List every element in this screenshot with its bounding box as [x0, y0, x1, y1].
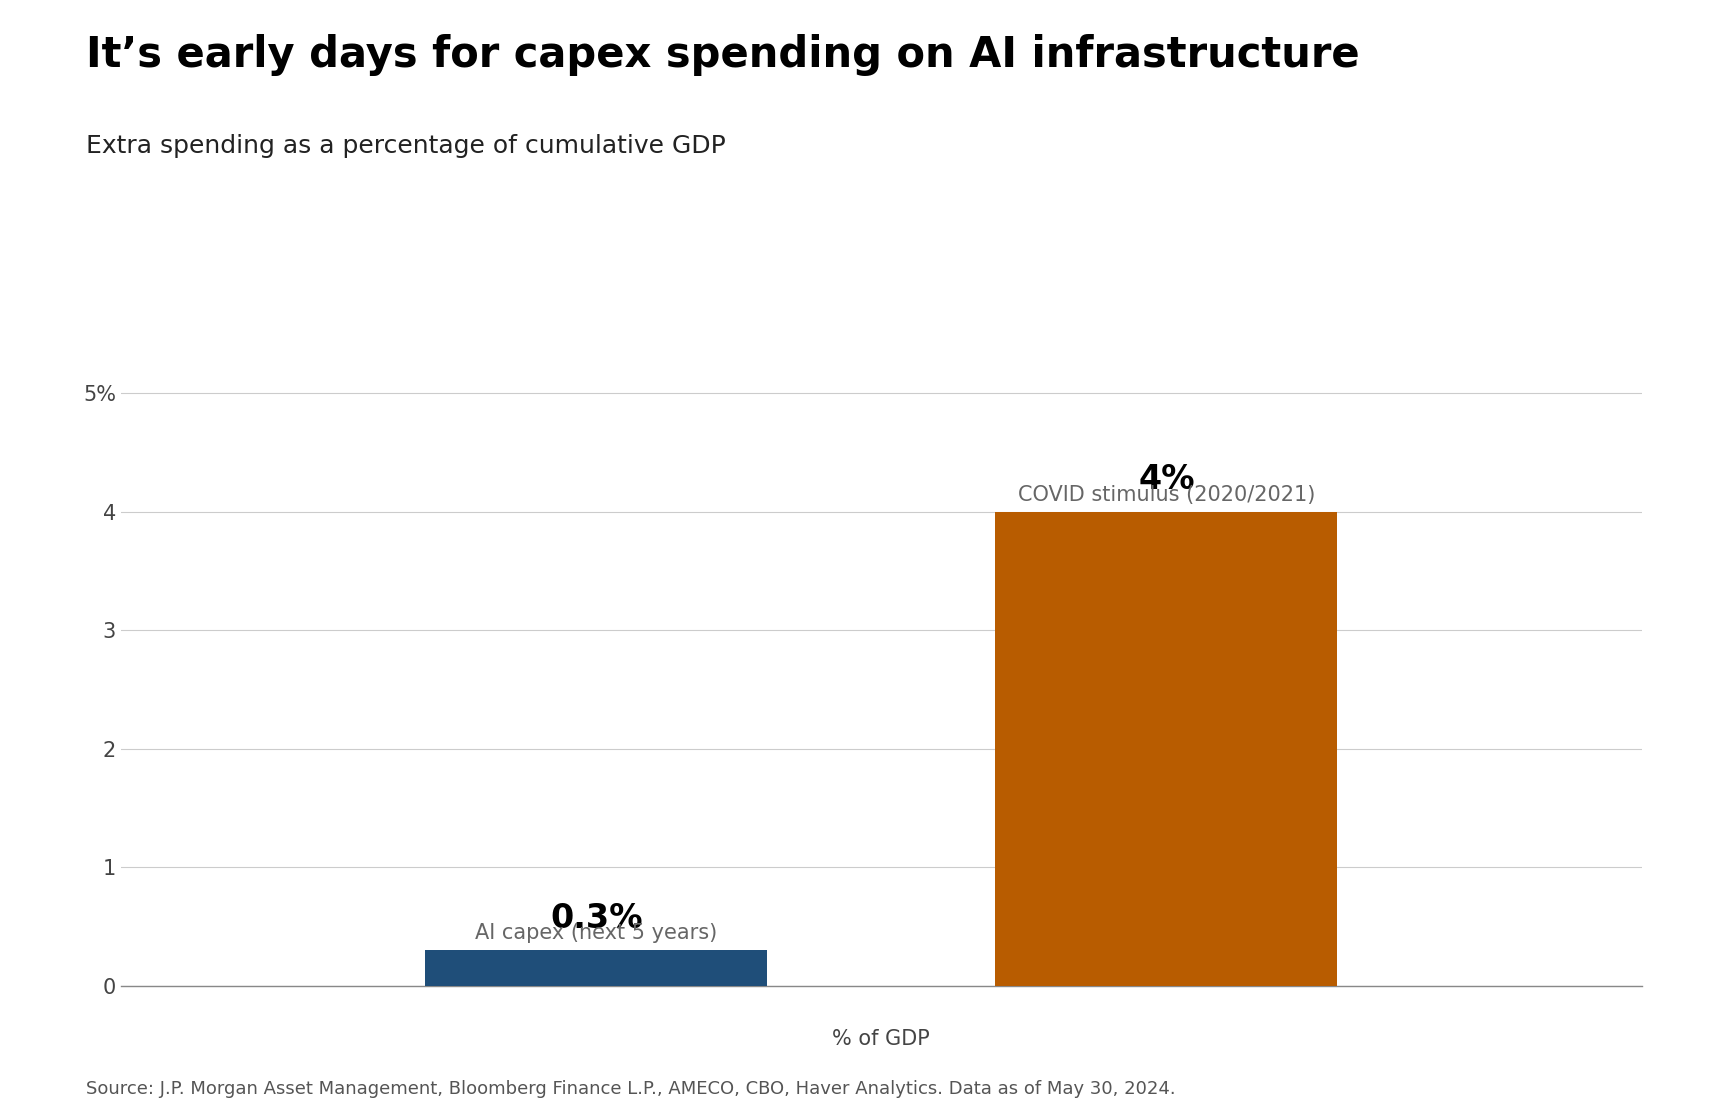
Text: AI capex (next 5 years): AI capex (next 5 years): [475, 923, 717, 943]
Text: % of GDP: % of GDP: [833, 1028, 930, 1048]
Bar: [995, 512, 1337, 986]
Text: Extra spending as a percentage of cumulative GDP: Extra spending as a percentage of cumula…: [86, 134, 726, 158]
Text: COVID stimulus (2020/2021): COVID stimulus (2020/2021): [1018, 485, 1315, 505]
Text: It’s early days for capex spending on AI infrastructure: It’s early days for capex spending on AI…: [86, 34, 1360, 76]
Text: Source: J.P. Morgan Asset Management, Bloomberg Finance L.P., AMECO, CBO, Haver : Source: J.P. Morgan Asset Management, Bl…: [86, 1080, 1177, 1098]
Bar: [425, 950, 767, 986]
Text: 4%: 4%: [1139, 464, 1194, 496]
Text: 0.3%: 0.3%: [550, 902, 643, 935]
